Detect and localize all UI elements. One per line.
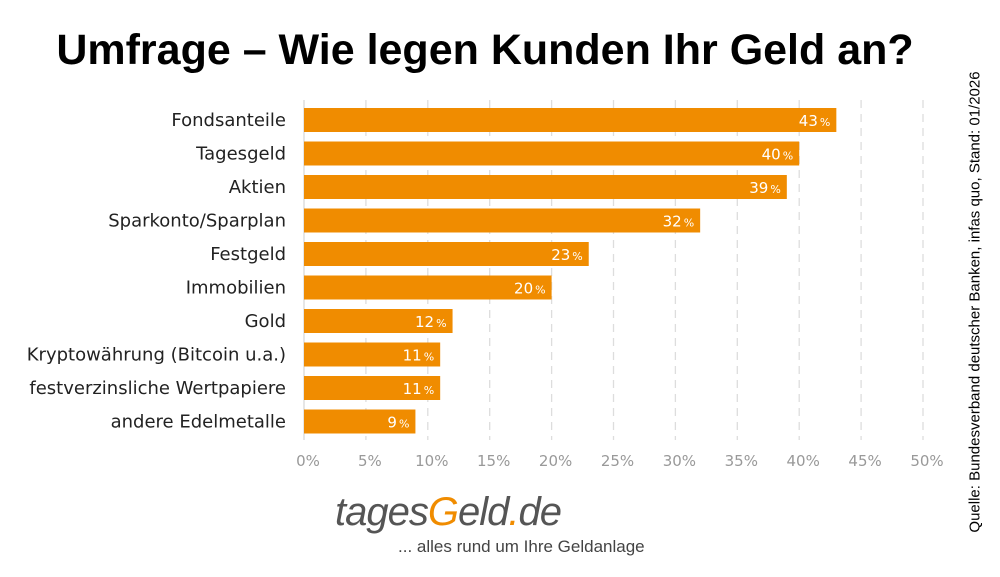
x-tick-label: 30% [663,452,696,470]
logo: tagesGeld.de [335,490,562,534]
bar [304,309,453,333]
bar [304,208,701,233]
data-label: 40% [762,146,794,164]
x-tick-label: 50% [910,452,943,470]
category-label: andere Edelmetalle [111,412,286,433]
bar [304,242,589,266]
x-tick-label: 0% [296,452,320,470]
x-tick-label: 25% [601,452,634,470]
data-label: 20% [514,280,546,298]
bar [304,342,441,367]
tagline: ... alles rund um Ihre Geldanlage [398,537,645,556]
data-label: 11% [403,380,435,398]
category-label: Festgeld [210,244,286,265]
bar [304,175,787,199]
data-label: 12% [415,313,447,331]
x-tick-label: 20% [539,452,572,470]
x-tick-label: 35% [725,452,758,470]
bar [304,275,552,300]
category-label: Immobilien [186,278,286,299]
data-label: 11% [403,347,435,365]
x-tick-label: 15% [477,452,510,470]
category-label: Sparkonto/Sparplan [108,211,286,232]
chart-title: Umfrage – Wie legen Kunden Ihr Geld an? [56,26,914,74]
category-label: Aktien [229,177,286,198]
data-label: 32% [663,213,695,231]
x-tick-label: 40% [787,452,820,470]
x-tick-label: 45% [848,452,881,470]
bar [304,108,837,132]
category-label: festverzinsliche Wertpapiere [29,378,286,399]
x-tick-label: 5% [358,452,382,470]
data-label: 23% [551,246,583,264]
bar [304,141,800,166]
category-label: Tagesgeld [195,144,286,165]
x-tick-label: 10% [415,452,448,470]
source-note: Quelle: Bundesverband deutscher Banken, … [966,71,984,533]
data-label: 43% [799,112,831,130]
data-label: 9% [387,414,409,432]
data-label: 39% [749,179,781,197]
bar [304,376,441,400]
category-label: Kryptowährung (Bitcoin u.a.) [27,345,286,366]
bar-chart: 0% 5% 10% 15% 20% 25% 30% 35% 40% 45% 50% Fondsante… [27,100,944,470]
bar [304,409,416,434]
category-label: Gold [245,311,286,332]
category-label: Fondsanteile [171,110,286,131]
